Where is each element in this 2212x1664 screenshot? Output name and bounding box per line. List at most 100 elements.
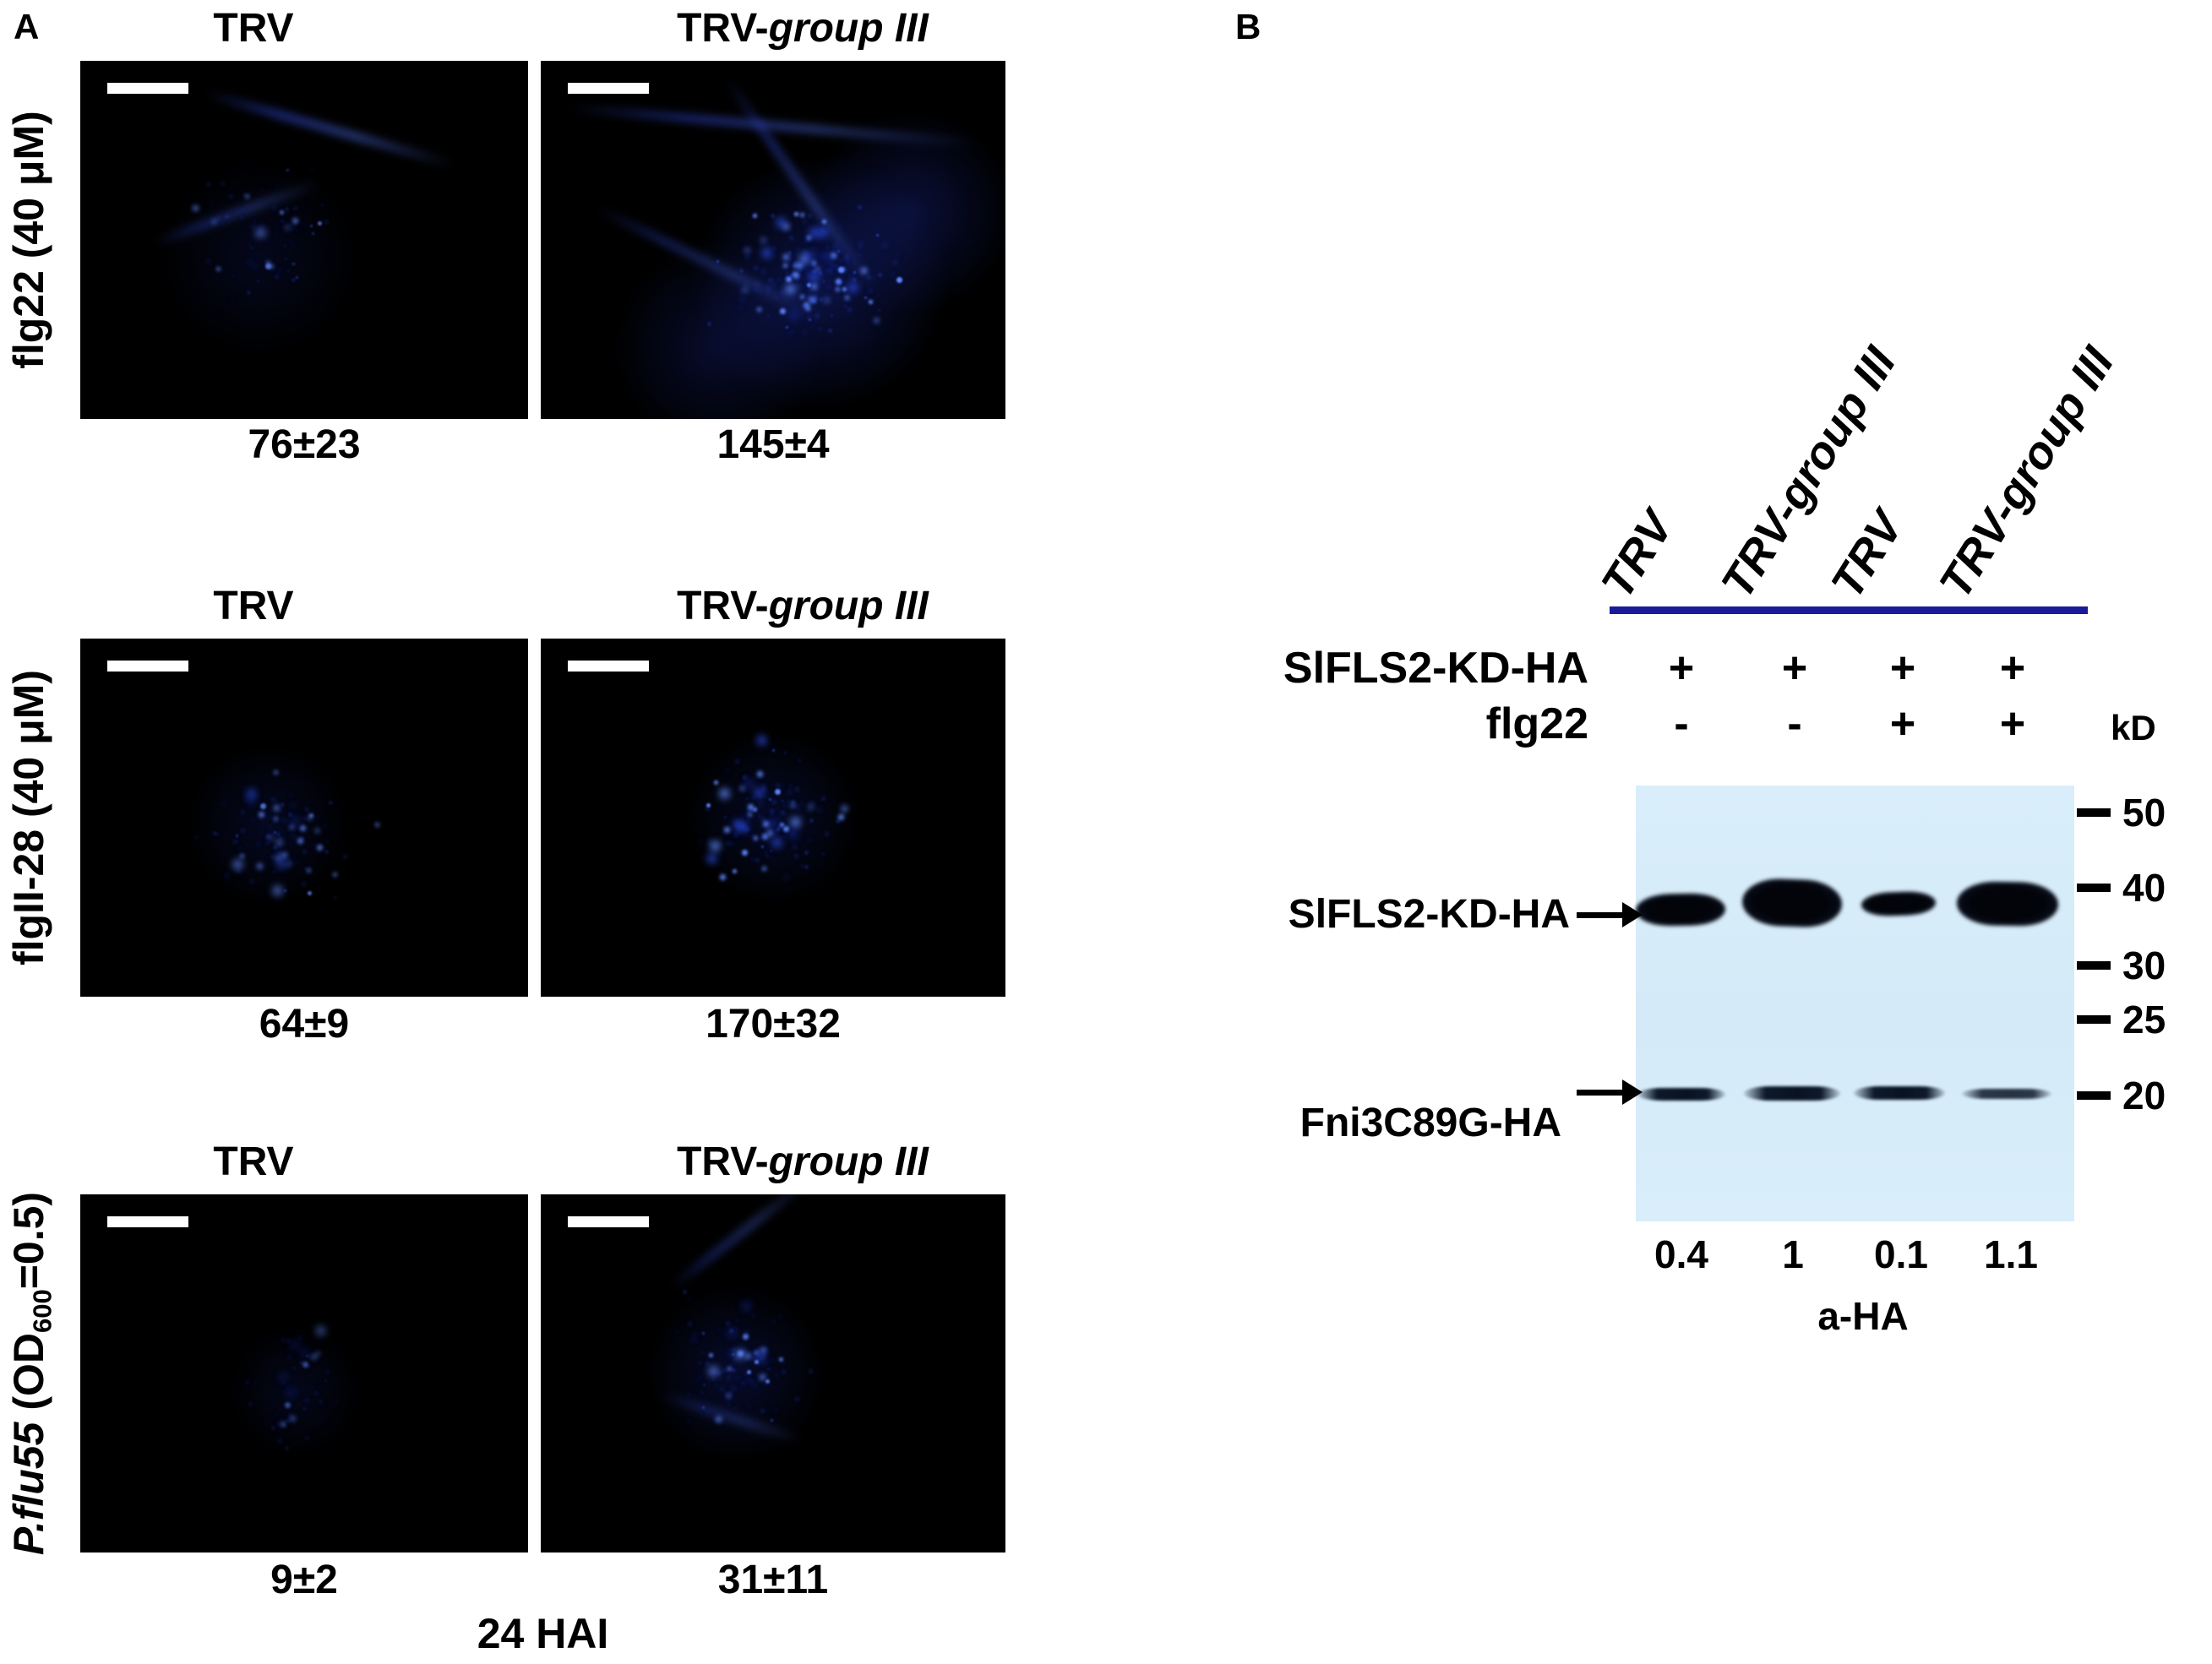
cond-flg22-lane4: + xyxy=(1999,699,2026,748)
callose-count-flg22-trv-group3: 145±4 xyxy=(716,422,830,467)
callose-deposits xyxy=(80,61,83,63)
fluorescence-image xyxy=(80,61,528,419)
cond-flg22-lane2: - xyxy=(1787,699,1802,748)
column-title-trv-row1: TRV xyxy=(127,5,380,52)
callose-count-flgii28-trv-group3: 170±32 xyxy=(706,1002,841,1047)
band-fni3-lane4 xyxy=(1962,1089,2051,1099)
scale-bar xyxy=(107,1216,188,1227)
marker-dash-30 xyxy=(2077,961,2111,970)
title-text: TRV xyxy=(213,584,294,628)
band-slfls2-lane4 xyxy=(1956,880,2059,927)
quant-lane1: 0.4 xyxy=(1654,1232,1708,1276)
quant-lane2: 1 xyxy=(1782,1232,1804,1276)
lane-label-4: TRV-group III xyxy=(1929,338,2124,607)
title-text: TRV- xyxy=(677,6,769,51)
title-text: TRV xyxy=(213,6,294,51)
band-fni3-lane1 xyxy=(1637,1088,1725,1101)
cond-flg22-lane1: - xyxy=(1674,699,1689,748)
scale-bar xyxy=(568,661,649,672)
marker-label-30: 30 xyxy=(2122,943,2166,987)
panel-b-label: B xyxy=(1235,7,1261,46)
label-tail: =0.5) xyxy=(5,1191,52,1290)
cond-slfls2-lane3: + xyxy=(1889,644,1916,693)
cell-wall-vein xyxy=(723,76,877,291)
scale-bar xyxy=(568,83,649,94)
micrograph-flg22-trv-group3 xyxy=(541,61,1005,419)
marker-dash-25 xyxy=(2077,1015,2111,1024)
callose-count-pflu55-trv: 9±2 xyxy=(270,1558,338,1602)
cond-flg22-lane3: + xyxy=(1889,699,1916,748)
cell-wall-vein xyxy=(150,178,322,247)
arrow-icon xyxy=(1577,1090,1624,1096)
micrograph-pflu55-trv-group3 xyxy=(541,1194,1005,1553)
callose-count-flg22-trv: 76±23 xyxy=(248,422,361,467)
title-italic: group III xyxy=(768,584,929,628)
column-title-trv-group3-row1: TRV-group III xyxy=(625,5,980,52)
band-label-slfls2: SlFLS2-KD-HA xyxy=(1288,892,1570,937)
band-fni3-lane2 xyxy=(1744,1086,1840,1101)
lane-label-3: TRV xyxy=(1821,503,1914,607)
fluorescence-image xyxy=(80,1194,528,1553)
callose-deposits xyxy=(541,61,543,63)
marker-dash-50 xyxy=(2077,808,2111,817)
fluorescence-image xyxy=(80,639,528,997)
band-slfls2-lane1 xyxy=(1635,893,1726,927)
lane-underline xyxy=(1610,606,2088,614)
treatment-label-flg22: flg22 (40 μM) xyxy=(5,46,52,434)
marker-dash-20 xyxy=(2077,1091,2111,1100)
label-italic: P.flu55 xyxy=(5,1422,52,1556)
lane-label-1: TRV xyxy=(1591,503,1684,607)
column-title-trv-group3-row2: TRV-group III xyxy=(625,583,980,630)
micrograph-flg22-trv xyxy=(80,61,528,419)
band-label-fni3: Fni3C89G-HA xyxy=(1299,1101,1561,1145)
column-title-trv-group3-row3: TRV-group III xyxy=(625,1139,980,1186)
scale-bar xyxy=(568,1216,649,1227)
title-text: TRV- xyxy=(677,584,769,628)
callose-deposits xyxy=(541,639,543,641)
panel-a-label: A xyxy=(14,7,40,46)
column-title-trv-row2: TRV xyxy=(127,583,380,630)
timepoint-label: 24 HAI xyxy=(477,1610,609,1657)
marker-label-40: 40 xyxy=(2122,866,2166,910)
quant-lane4: 1.1 xyxy=(1984,1232,2038,1276)
fluorescence-image xyxy=(541,639,1005,997)
cond-slfls2-lane1: + xyxy=(1668,644,1695,693)
cell-wall-vein xyxy=(204,90,457,169)
label-text: (OD xyxy=(5,1333,52,1422)
condition-label-flg22: flg22 xyxy=(1485,699,1588,748)
condition-label-slfls2: SlFLS2-KD-HA xyxy=(1283,644,1588,693)
callose-deposits xyxy=(541,1194,543,1197)
fluorescence-image xyxy=(541,1194,1005,1553)
western-blot-membrane xyxy=(1636,786,2074,1221)
quant-lane3: 0.1 xyxy=(1874,1232,1928,1276)
kd-unit-label: kD xyxy=(2111,708,2156,748)
micrograph-flgii28-trv-group3 xyxy=(541,639,1005,997)
cond-slfls2-lane2: + xyxy=(1781,644,1808,693)
cell-wall-vein xyxy=(595,204,828,324)
treatment-label-flgii28: flgII-28 (40 μM) xyxy=(5,619,52,1016)
band-fni3-lane3 xyxy=(1854,1086,1945,1100)
cell-wall-vein xyxy=(668,1194,813,1292)
arrow-icon xyxy=(1577,912,1624,918)
label-text: flg22 (40 μM) xyxy=(5,111,52,369)
marker-dash-40 xyxy=(2077,884,2111,892)
scale-bar xyxy=(107,661,188,672)
column-title-trv-row3: TRV xyxy=(127,1139,380,1186)
title-italic: group III xyxy=(768,6,929,51)
antibody-label: a-HA xyxy=(1817,1294,1909,1338)
title-text: TRV xyxy=(213,1139,294,1184)
micrograph-flgii28-trv xyxy=(80,639,528,997)
marker-label-20: 20 xyxy=(2122,1074,2166,1117)
title-text: TRV- xyxy=(677,1139,769,1184)
band-slfls2-lane2 xyxy=(1741,877,1843,929)
callose-count-pflu55-trv-group3: 31±11 xyxy=(717,1558,829,1602)
label-text: flgII-28 (40 μM) xyxy=(5,669,52,966)
callose-count-flgii28-trv: 64±9 xyxy=(259,1002,350,1047)
callose-deposits xyxy=(80,1194,83,1197)
fluorescence-image xyxy=(541,61,1005,419)
arrow-icon xyxy=(1622,902,1643,927)
scale-bar xyxy=(107,83,188,94)
treatment-label-pflu55: P.flu55 (OD600=0.5) xyxy=(5,1120,57,1627)
title-italic: group III xyxy=(768,1139,929,1184)
